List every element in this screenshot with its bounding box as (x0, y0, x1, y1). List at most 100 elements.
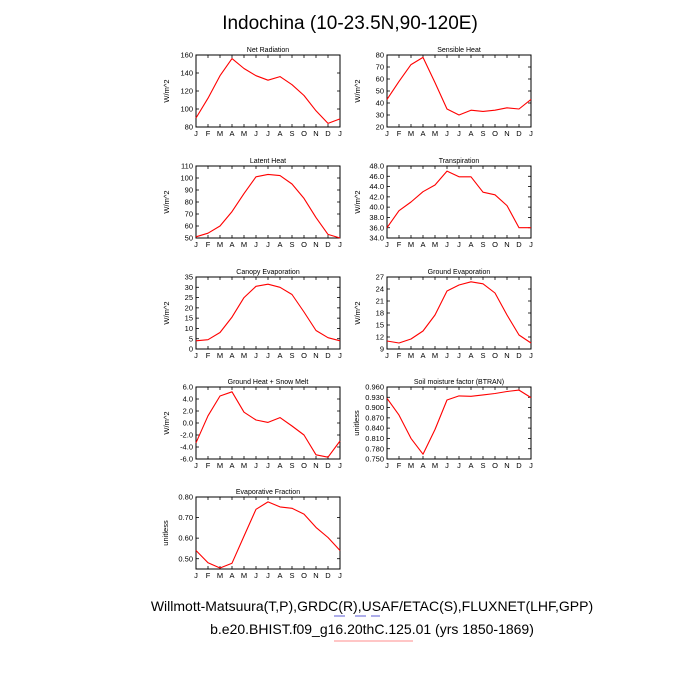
x-tick-label: J (385, 240, 389, 249)
x-tick-label: A (277, 461, 282, 470)
x-tick-label: J (266, 571, 270, 580)
x-tick-label: N (504, 351, 509, 360)
x-tick-label: J (266, 129, 270, 138)
x-tick-label: A (229, 240, 234, 249)
y-tick-label: 15 (376, 321, 384, 330)
x-tick-label: M (241, 571, 247, 580)
x-tick-label: J (338, 461, 342, 470)
x-tick-label: D (516, 461, 522, 470)
y-tick-label: 36.0 (369, 223, 384, 232)
y-tick-label: 30 (376, 111, 384, 120)
y-tick-label: 20 (185, 303, 193, 312)
x-tick-label: A (420, 129, 425, 138)
x-tick-label: O (492, 351, 498, 360)
plot-frame (195, 276, 341, 350)
x-tick-label: J (385, 461, 389, 470)
y-axis-label: unitless (352, 410, 361, 436)
x-tick-label: A (277, 351, 282, 360)
y-tick-label: 80 (185, 198, 193, 207)
y-tick-label: 0.840 (365, 424, 384, 433)
x-tick-label: M (432, 351, 438, 360)
y-axis-label: W/m^2 (353, 301, 362, 324)
x-tick-label: M (217, 461, 223, 470)
x-tick-label: A (420, 240, 425, 249)
series-line (386, 389, 532, 455)
x-tick-label: O (492, 240, 498, 249)
y-tick-label: 0.50 (178, 554, 193, 563)
y-tick-label: 0.810 (365, 434, 384, 443)
y-tick-label: 21 (376, 297, 384, 306)
x-tick-label: J (445, 461, 449, 470)
x-tick-label: O (492, 461, 498, 470)
x-tick-label: F (397, 240, 402, 249)
x-tick-label: S (289, 571, 294, 580)
x-tick-label: M (432, 461, 438, 470)
x-tick-label: A (277, 571, 282, 580)
x-tick-label: A (229, 351, 234, 360)
y-tick-label: 70 (185, 210, 193, 219)
y-tick-label: 34.0 (369, 234, 384, 243)
x-tick-label: F (206, 240, 211, 249)
x-tick-label: J (254, 240, 258, 249)
panel-title: Latent Heat (250, 158, 286, 165)
x-tick-label: M (432, 240, 438, 249)
x-tick-label: M (217, 351, 223, 360)
x-tick-label: F (206, 129, 211, 138)
x-tick-label: O (301, 571, 307, 580)
y-tick-label: 35 (185, 273, 193, 282)
x-tick-label: N (313, 461, 318, 470)
x-tick-label: J (445, 351, 449, 360)
x-tick-label: A (277, 240, 282, 249)
y-tick-label: 40.0 (369, 203, 384, 212)
y-tick-label: 0.0 (183, 419, 193, 428)
footer-sources: Willmott-Matsuura(T,P),GRDC(R),USAF/ETAC… (151, 598, 593, 614)
x-tick-label: J (266, 240, 270, 249)
x-tick-label: N (504, 129, 509, 138)
x-tick-label: D (516, 129, 522, 138)
y-tick-label: 0.750 (365, 455, 384, 464)
x-tick-label: J (385, 129, 389, 138)
y-tick-label: 0.930 (365, 393, 384, 402)
y-tick-label: 15 (185, 314, 193, 323)
x-tick-label: M (408, 240, 414, 249)
x-tick-label: D (325, 129, 331, 138)
y-tick-label: 50 (185, 234, 193, 243)
y-tick-label: 46.0 (369, 172, 384, 181)
x-tick-label: F (206, 571, 211, 580)
x-tick-label: N (313, 129, 318, 138)
x-tick-label: N (504, 461, 509, 470)
y-axis-label: W/m^2 (353, 79, 362, 102)
series-line (386, 170, 531, 229)
x-tick-label: J (338, 129, 342, 138)
plot-frame (195, 54, 341, 128)
x-tick-label: S (289, 129, 294, 138)
y-axis-label: W/m^2 (162, 411, 171, 434)
y-tick-label: 6.0 (183, 383, 193, 392)
x-tick-label: J (445, 240, 449, 249)
x-tick-label: J (445, 129, 449, 138)
x-tick-label: F (206, 461, 211, 470)
x-tick-label: A (229, 571, 234, 580)
y-tick-label: 0.60 (178, 534, 193, 543)
x-tick-label: J (338, 351, 342, 360)
x-tick-label: D (325, 571, 331, 580)
y-tick-label: 9 (380, 345, 384, 354)
x-tick-label: J (457, 461, 461, 470)
y-tick-label: 12 (376, 333, 384, 342)
y-tick-label: 60 (376, 75, 384, 84)
series-line (195, 391, 341, 458)
x-tick-label: J (266, 351, 270, 360)
panel-title: Sensible Heat (437, 47, 481, 54)
x-tick-label: A (468, 461, 473, 470)
x-tick-label: J (254, 461, 258, 470)
y-tick-label: 10 (185, 324, 193, 333)
x-tick-label: D (516, 240, 522, 249)
x-tick-label: N (313, 571, 318, 580)
x-tick-label: M (241, 240, 247, 249)
y-tick-label: 0.70 (178, 513, 193, 522)
panel-title: Net Radiation (247, 47, 290, 54)
y-tick-label: 40 (376, 99, 384, 108)
